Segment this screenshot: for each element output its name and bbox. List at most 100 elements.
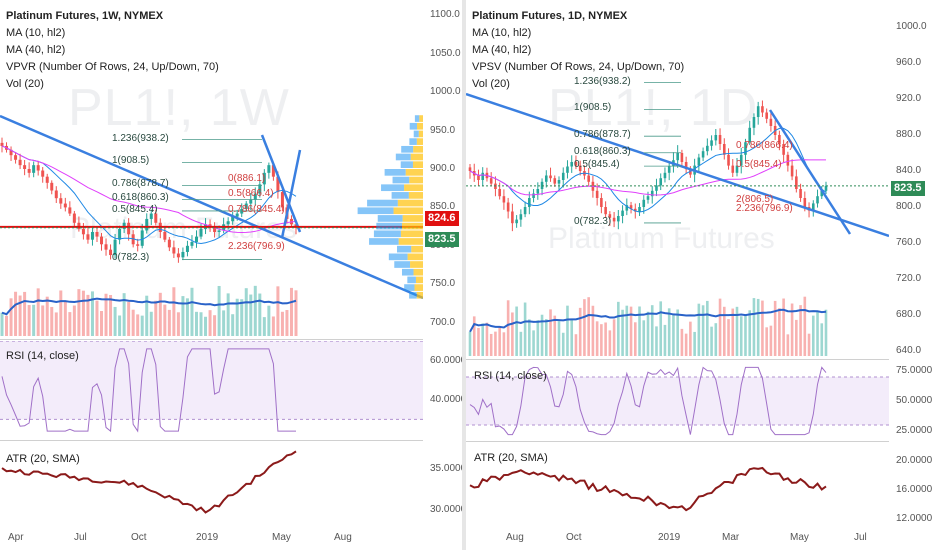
right-rsi-pane[interactable] — [466, 361, 889, 441]
left-last-price-label: 823.5 — [425, 232, 459, 247]
volume-bar — [795, 319, 798, 356]
candle-body — [519, 214, 523, 220]
volume-bar — [104, 293, 108, 336]
volume-bar — [485, 322, 489, 356]
price-tick-label: 640.0 — [896, 345, 922, 356]
price-tick-label: 950.0 — [430, 124, 456, 136]
candle-body — [820, 190, 824, 197]
fib-level-label: 0.786(878.7) — [112, 178, 169, 190]
volume-bar — [672, 314, 675, 356]
volume-bar — [226, 293, 230, 336]
candle-body — [194, 236, 198, 242]
right-watermark-sub: Platinum Futures — [548, 222, 775, 255]
right-price-plot[interactable]: PL1!, 1D Platinum Futures 1.236(938.2) 1(… — [466, 0, 889, 360]
candle-body — [515, 219, 518, 224]
volume-profile-bar-up — [373, 230, 401, 238]
candle-body — [253, 193, 257, 200]
time-tick-label: May — [790, 532, 809, 543]
candle-body — [18, 159, 22, 166]
fib-level-label: 1.236(938.2) — [574, 75, 631, 87]
candle-body — [769, 118, 773, 126]
candle-body — [744, 142, 747, 155]
left-ma40-label: MA (40, hl2) — [6, 44, 66, 56]
volume-bar — [659, 301, 663, 356]
price-tick-label: 840.0 — [896, 165, 922, 176]
volume-bar — [574, 334, 578, 356]
volume-bar — [655, 326, 658, 356]
price-tick-label: 760.0 — [896, 237, 922, 248]
volume-profile-bar-down — [404, 184, 423, 192]
volume-bar — [262, 317, 266, 336]
volume-profile-bar-up — [376, 222, 403, 230]
candle-body — [23, 165, 27, 169]
volume-bar — [489, 333, 493, 356]
volume-bar — [32, 304, 36, 336]
volume-profile-bar-down — [393, 207, 423, 215]
fib-ext-label: 2.236(796.9) — [228, 241, 285, 253]
volume-bar — [9, 298, 13, 336]
candle-body — [803, 198, 807, 207]
volume-bar — [81, 290, 85, 336]
volume-bar — [667, 308, 671, 356]
price-tick-label: 920.0 — [896, 93, 922, 104]
volume-bar — [731, 308, 735, 356]
candle-body — [761, 106, 764, 113]
right-atr-pane[interactable] — [466, 442, 889, 530]
candle-body — [258, 184, 262, 194]
left-rsi-pane[interactable] — [0, 341, 423, 439]
volume-bar — [27, 305, 31, 336]
volume-bar — [748, 310, 752, 356]
volume-bar — [642, 320, 646, 356]
left-rsi-legend: RSI (14, close) — [6, 350, 79, 362]
candle-body — [32, 165, 36, 173]
volume-bar — [778, 308, 781, 356]
volume-bar — [494, 331, 497, 356]
volume-profile-bar-down — [402, 215, 423, 222]
candle-body — [604, 207, 607, 215]
candle-body — [502, 196, 506, 203]
left-price-plot[interactable]: PL1!, 1W Platinum Futures 1.236(938.2) 1(… — [0, 0, 423, 338]
volume-bar — [72, 305, 76, 336]
candle-body — [824, 185, 828, 191]
volume-bar — [481, 323, 485, 356]
volume-bar — [54, 312, 58, 336]
volume-profile-bar-up — [413, 130, 419, 138]
volume-bar — [498, 326, 501, 356]
candle-body — [680, 153, 684, 162]
volume-bar — [689, 321, 692, 356]
volume-bar — [824, 309, 828, 356]
volume-bar — [244, 288, 248, 336]
left-atr-pane[interactable] — [0, 441, 423, 530]
candle-body — [633, 208, 637, 212]
volume-bar — [722, 306, 726, 356]
fib-ext-label: 2(806.5) — [736, 194, 774, 206]
volume-bar — [204, 316, 208, 336]
candle-body — [566, 166, 569, 173]
time-tick-label: 2019 — [658, 532, 681, 543]
price-tick-label: 850.0 — [430, 201, 456, 213]
right-chart-title: Platinum Futures, 1D, NYMEX — [472, 10, 628, 22]
candle-body — [36, 165, 40, 171]
volume-bar — [285, 310, 289, 336]
volume-bar — [122, 293, 126, 336]
volume-bar — [566, 305, 569, 356]
candle-body — [629, 205, 633, 209]
volume-bar — [5, 315, 9, 336]
candle-body — [523, 207, 527, 215]
volume-profile-bar-down — [407, 253, 423, 261]
volume-bar — [663, 324, 667, 356]
rsi-line — [469, 366, 827, 436]
rsi-band — [0, 341, 423, 420]
volume-bar — [289, 287, 293, 336]
left-watermark: PL1!, 1W — [68, 79, 290, 137]
candle-body — [136, 244, 140, 246]
pane-separator — [0, 440, 423, 441]
volume-bar — [604, 322, 607, 356]
trendline — [768, 109, 852, 235]
volume-bar — [167, 309, 171, 336]
volume-profile-bar-up — [367, 199, 398, 207]
volume-profile-bar-up — [388, 253, 408, 261]
candle-body — [122, 222, 126, 229]
volume-profile-bar-up — [409, 138, 417, 145]
candle-body — [790, 165, 794, 177]
